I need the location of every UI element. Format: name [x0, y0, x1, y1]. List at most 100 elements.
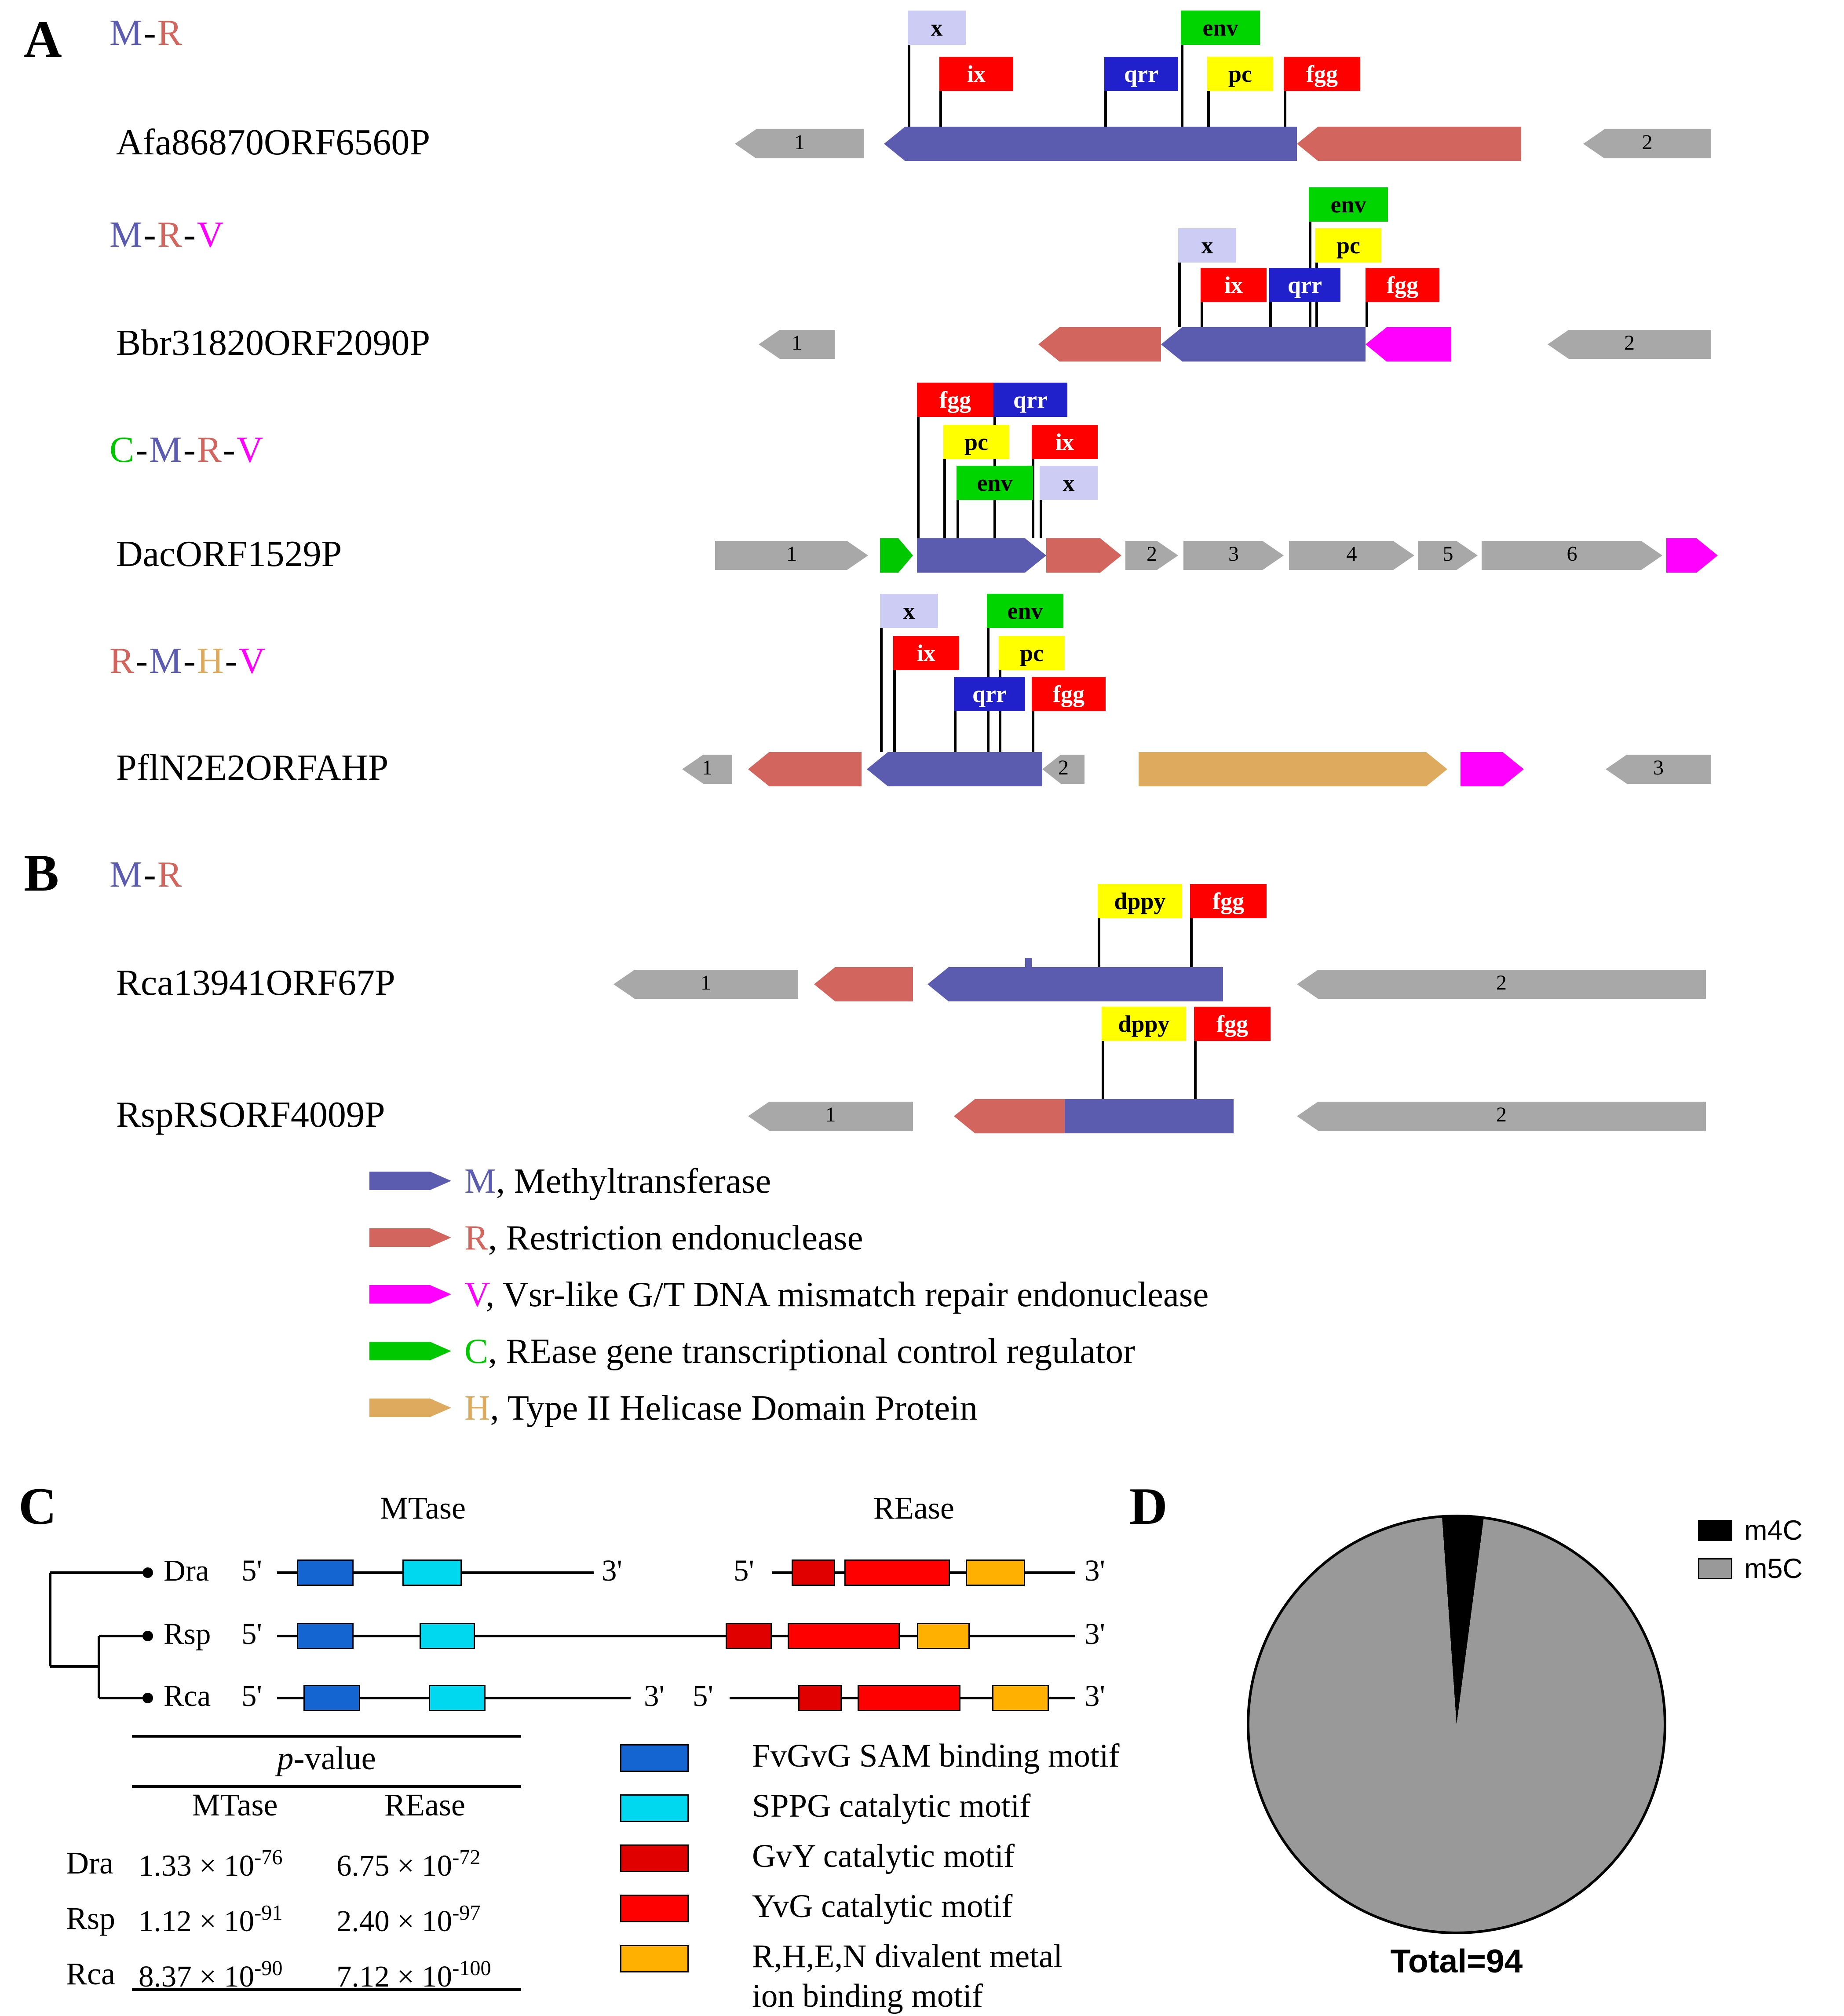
arrangement-letter: M [110, 13, 144, 54]
gene-arrow [1297, 127, 1521, 161]
motif-legend-label: R,H,E,N divalent metal [752, 1939, 1063, 1975]
gene-number: 5 [1442, 544, 1453, 566]
tree-line [50, 1665, 99, 1668]
legend-letter: V [464, 1275, 486, 1314]
table-rule [132, 1735, 521, 1738]
motif-legend-swatch [620, 1844, 689, 1872]
arrangement-letter: R [157, 855, 183, 896]
motif-box [726, 1623, 772, 1649]
gene-arrow: 2 [1583, 129, 1711, 158]
legend-letter: R [464, 1218, 489, 1257]
tree-line [49, 1573, 51, 1666]
gene-number: 6 [1566, 544, 1577, 566]
gene-number: 2 [1496, 972, 1507, 995]
flag-label: pc [1020, 639, 1044, 666]
gene-arrow [1461, 752, 1524, 786]
flag-pole [1032, 459, 1034, 538]
flag-pole [1190, 918, 1193, 967]
legend-text: H, Type II Helicase Domain Protein [464, 1388, 978, 1428]
protein-name: Rsp [164, 1618, 211, 1651]
gene-arrow: 1 [735, 129, 864, 158]
flag-fgg: fgg [1190, 884, 1267, 967]
gene-arrow [954, 1099, 1234, 1133]
tree-line [50, 1571, 148, 1574]
legend-arrow-M [369, 1172, 451, 1190]
prime-label: 5' [693, 1680, 713, 1713]
flag-label: pc [964, 428, 988, 455]
gene-number: 1 [702, 757, 712, 780]
prime-label: 3' [602, 1554, 622, 1587]
gene-number: 1 [825, 1104, 836, 1127]
pvalue-mtase: 1.12 × 10-91 [139, 1903, 283, 1938]
arrangement-label: M-R [110, 855, 183, 897]
tree-line [99, 1697, 148, 1699]
pie-legend-label: m4C [1744, 1516, 1803, 1546]
legend-arrow-H [369, 1399, 451, 1417]
arrangement-letter: H [197, 641, 225, 682]
flag-label: pc [1336, 231, 1360, 258]
gene-arrow [927, 967, 1223, 1001]
protein-name: Dra [164, 1554, 209, 1587]
gene-number: 2 [1624, 332, 1635, 355]
gene-name: Rca13941ORF67P [116, 963, 395, 1004]
pvalue-row-name: Dra [66, 1847, 113, 1881]
arrangement-letter: - [183, 641, 197, 682]
motif-box [792, 1559, 835, 1586]
arrangement-letter: - [223, 430, 237, 471]
pvalue-rease: 2.40 × 10-97 [336, 1903, 481, 1938]
gene-arrow [917, 538, 1046, 573]
gene-arrow [1366, 327, 1451, 362]
arrangement-letter: - [135, 430, 150, 471]
arrangement-letter: V [236, 430, 265, 471]
motif-box [917, 1623, 970, 1649]
prime-label: 5' [241, 1680, 262, 1713]
flag-pole [893, 670, 896, 752]
motif-box [788, 1623, 900, 1649]
motif-legend-swatch [620, 1794, 689, 1822]
gene-arrow: 4 [1289, 541, 1414, 570]
motif-legend-label: YvG catalytic motif [752, 1889, 1013, 1925]
gene-name: Afa86870ORF6560P [116, 123, 431, 164]
flag-pole [1181, 45, 1183, 127]
flag-label: fgg [939, 386, 971, 413]
flag-label: qrr [1013, 386, 1048, 413]
col-header-mtase: MTase [192, 1789, 278, 1823]
gene-name: PflN2E2ORFAHP [116, 748, 389, 789]
legend-arrow-C [369, 1342, 451, 1360]
flag-label: fgg [1053, 680, 1084, 707]
arrangement-letter: - [143, 13, 157, 54]
arrangement-letter: - [143, 855, 157, 896]
flag-pole [1178, 263, 1181, 327]
flag-pole [999, 670, 1001, 752]
flag-pole [1104, 91, 1107, 127]
gene-arrow: 2 [1042, 755, 1084, 784]
flag-label: x [931, 14, 943, 40]
flag-label: fgg [1387, 271, 1418, 298]
gene-arrow: 3 [1183, 541, 1284, 570]
motif-legend-label: SPPG catalytic motif [752, 1789, 1031, 1825]
gene-arrow: 2 [1297, 970, 1706, 999]
panel-b-label: B [24, 843, 59, 902]
arrangement-letter: M [149, 641, 183, 682]
gene-arrow [884, 127, 1297, 161]
legend-text: C, REase gene transcriptional control re… [464, 1331, 1136, 1371]
pvalue-row-name: Rca [66, 1958, 115, 1992]
gene-arrow: 2 [1125, 541, 1178, 570]
flag-pole [1194, 1041, 1197, 1099]
gene-arrow [1666, 538, 1718, 573]
gene-arrow: 1 [682, 755, 732, 784]
flag-pole [1366, 302, 1368, 327]
motif-legend-swatch [620, 1744, 689, 1772]
flag-label: dppy [1114, 887, 1166, 914]
flag-pole [957, 500, 959, 538]
flag-fgg: fgg [917, 383, 993, 538]
flag-fgg: fgg [1032, 677, 1106, 752]
legend-arrow-R [369, 1228, 451, 1247]
gene-number: 2 [1147, 544, 1157, 566]
gene-arrow: 1 [613, 970, 798, 999]
flag-env: env [957, 466, 1033, 538]
motif-legend-swatch [620, 1945, 689, 1972]
arrangement-letter: V [238, 641, 267, 682]
prime-label: 3' [1084, 1680, 1105, 1713]
gene-number: 4 [1346, 544, 1357, 566]
